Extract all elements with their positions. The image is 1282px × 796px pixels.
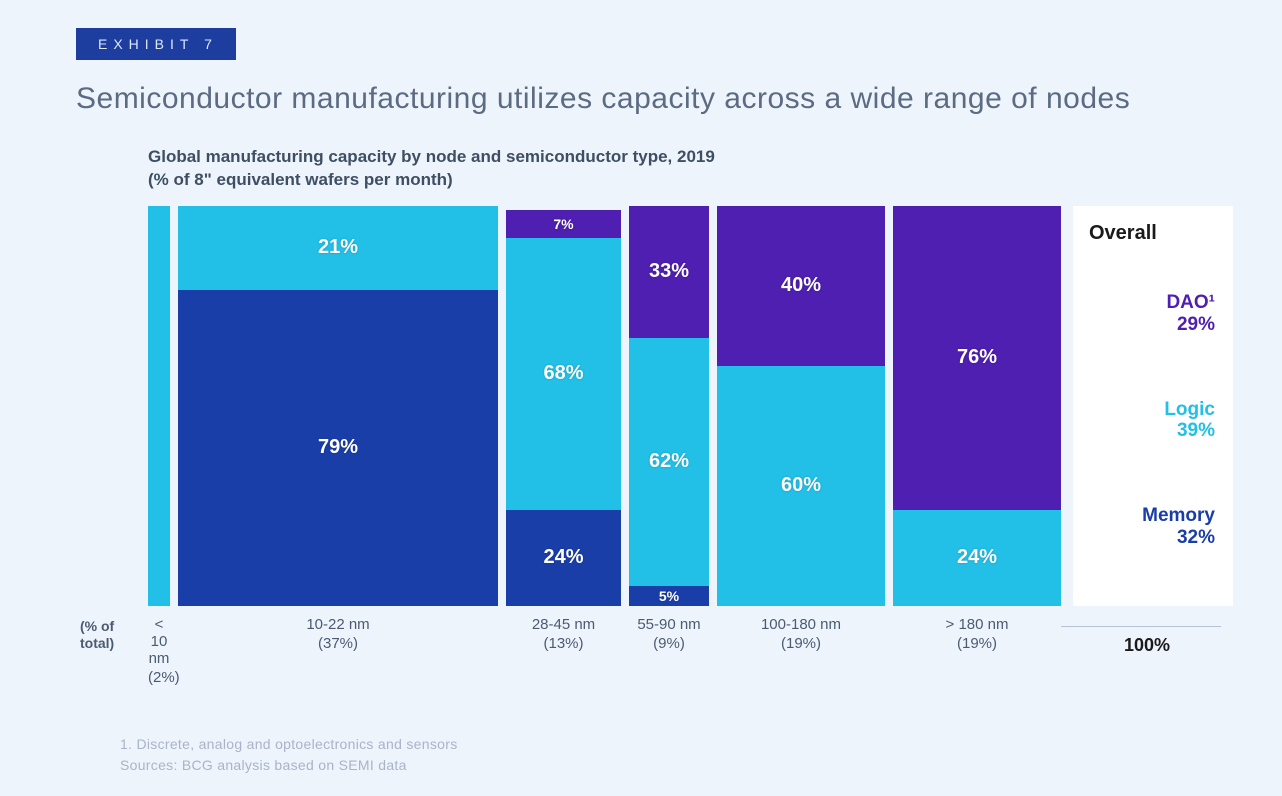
xaxis-cell: 55-90 nm (9%) [629,616,709,686]
xaxis-lead-label: (% of total) [80,616,148,686]
legend-entry: Memory32% [1089,505,1219,549]
chart-segment: 24% [506,510,621,606]
chart-segment: 24% [893,510,1061,606]
chart-segment: 76% [893,206,1061,510]
xaxis-share-label: (19%) [717,635,885,652]
legend-entry-pct: 29% [1089,314,1215,336]
segment-label: 40% [781,274,821,297]
segment-label: 62% [649,450,689,473]
segment-label: 5% [659,588,679,604]
xaxis-cell: 28-45 nm (13%) [506,616,621,686]
chart-column [148,206,170,606]
chart-segment: 62% [629,338,709,586]
chart-segment: 21% [178,206,498,290]
page: EXHIBIT 7 Semiconductor manufacturing ut… [0,0,1282,796]
segment-label: 24% [957,546,997,569]
chart-segment: 5% [629,586,709,606]
marimekko-chart: 21% 79% 7% 68% 24% 33% 62% 5% 40% 60% 76% 24% [148,206,1061,606]
xaxis-share-label: (2%) [148,669,170,686]
xaxis-cell: 10-22 nm (37%) [178,616,498,686]
segment-label: 7% [553,216,573,232]
legend-entry-name: DAO¹ [1166,292,1215,313]
xaxis-share-label: (13%) [506,635,621,652]
chart-title: Semiconductor manufacturing utilizes cap… [76,82,1242,116]
xaxis-node-label: 28-45 nm [506,616,621,633]
xaxis-total: 100% [1061,626,1221,686]
xaxis-node-label: 10-22 nm [178,616,498,633]
legend-title: Overall [1089,222,1219,245]
xaxis-node-label: 100-180 nm [717,616,885,633]
chart-segment: 68% [506,238,621,510]
xaxis-node-label: 55-90 nm [629,616,709,633]
segment-label: 21% [318,236,358,259]
legend-entry-name: Memory [1142,505,1215,526]
chart-column: 21% 79% [178,206,498,606]
footnotes: 1. Discrete, analog and optoelectronics … [120,734,1242,776]
segment-label: 60% [781,474,821,497]
xaxis-node-label: < 10 nm [148,616,170,667]
xaxis-cell: < 10 nm (2%) [148,616,170,686]
chart-segment: 40% [717,206,885,366]
legend-panel: Overall DAO¹29% Logic39% Memory32% [1073,206,1233,606]
chart-segment: 33% [629,206,709,338]
legend-entries: DAO¹29% Logic39% Memory32% [1089,251,1219,590]
chart-subtitle: Global manufacturing capacity by node an… [148,146,1242,192]
segment-label: 68% [543,362,583,385]
legend-entry-pct: 32% [1089,527,1215,549]
segment-label: 76% [957,346,997,369]
exhibit-tag: EXHIBIT 7 [76,28,236,60]
xaxis-cell: 100-180 nm (19%) [717,616,885,686]
segment-label: 79% [318,436,358,459]
chart-column: 76% 24% [893,206,1061,606]
xaxis-share-label: (9%) [629,635,709,652]
xaxis-lead-1: (% of [80,618,114,634]
xaxis-node-label: > 180 nm [893,616,1061,633]
subtitle-line-2: (% of 8" equivalent wafers per month) [148,170,453,189]
xaxis-share-label: (19%) [893,635,1061,652]
chart-segment [148,206,170,606]
chart-column: 33% 62% 5% [629,206,709,606]
chart-segment: 79% [178,290,498,606]
xaxis-columns: < 10 nm (2%) 10-22 nm (37%) 28-45 nm (13%) 55-… [148,616,1061,686]
chart-column: 40% 60% [717,206,885,606]
chart-segment: 7% [506,210,621,238]
legend-entry: DAO¹29% [1089,292,1219,336]
segment-label: 33% [649,260,689,283]
xaxis-lead-2: total) [80,635,114,651]
chart-wrap: 21%79%7%68%24%33%62%5%40%60%76%24% Overa… [148,206,1202,606]
chart-segment: 60% [717,366,885,606]
segment-label: 24% [543,546,583,569]
legend-entry-name: Logic [1164,399,1215,420]
legend-entry-pct: 39% [1089,420,1215,442]
chart-column: 7% 68% 24% [506,206,621,606]
footnote-1: 1. Discrete, analog and optoelectronics … [120,734,1242,755]
subtitle-line-1: Global manufacturing capacity by node an… [148,147,715,166]
legend-entry: Logic39% [1089,399,1219,443]
xaxis-cell: > 180 nm (19%) [893,616,1061,686]
footnote-2: Sources: BCG analysis based on SEMI data [120,755,1242,776]
xaxis-row: (% of total) < 10 nm (2%) 10-22 nm (37%) 28-… [80,616,1202,686]
xaxis-share-label: (37%) [178,635,498,652]
